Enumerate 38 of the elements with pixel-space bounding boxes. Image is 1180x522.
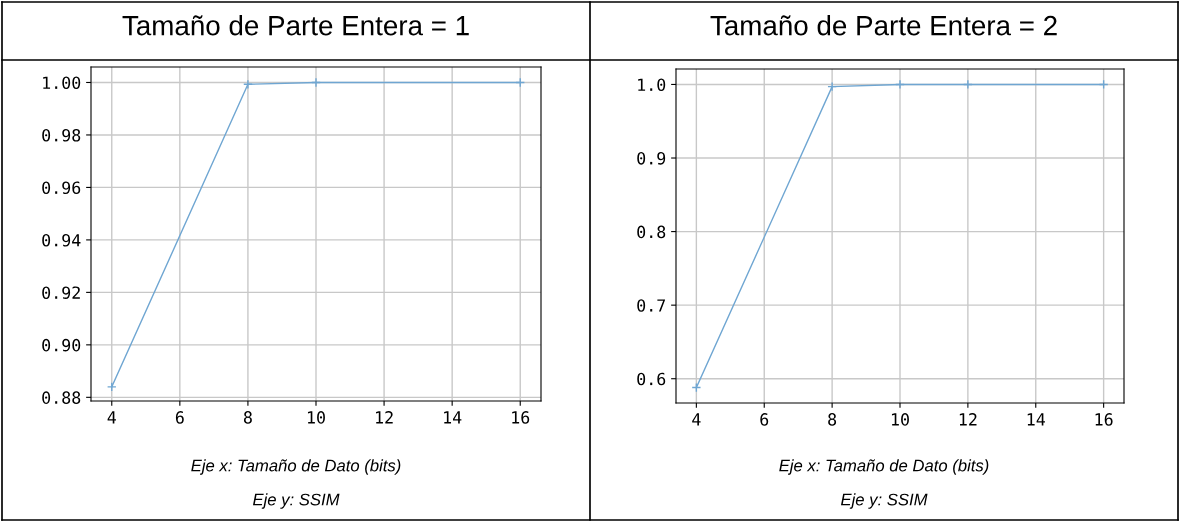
x-tick-label: 8 (243, 411, 252, 424)
point (243, 79, 253, 90)
y-tick-label: 0.7 (637, 299, 666, 312)
y-tick-label: 0.9 (637, 152, 666, 165)
x-tick-label: 6 (175, 411, 184, 424)
y-tick-label: 0.6 (637, 372, 666, 386)
x-tick-label: 8 (828, 413, 837, 426)
y-tick-label: 0.98 (42, 128, 81, 142)
x-tick-label: 16 (1095, 413, 1113, 426)
x-tick-label: 16 (512, 411, 530, 424)
y-tick-label: 1.0 (638, 78, 666, 92)
chart-title: Tamaño de Parte Entera = 1 (122, 15, 469, 36)
point (106, 381, 117, 392)
text: Eje x: Tamaño de Dato (bits) (779, 459, 989, 475)
y-tick-label: 0.8 (637, 225, 666, 239)
y-tick-label: 0.96 (42, 181, 81, 195)
point (963, 79, 973, 90)
text: Eje x: Tamaño de Dato (bits) (191, 459, 401, 475)
y-tick-label: 1.00 (43, 76, 81, 90)
x-tick-label: 12 (959, 413, 977, 426)
point (827, 81, 837, 92)
point (895, 79, 905, 90)
x-tick-label: 14 (444, 411, 462, 424)
x-tick-label: 4 (692, 413, 701, 426)
y-tick-label: 0.92 (42, 286, 80, 299)
y-tick-label: 0.94 (42, 233, 81, 247)
point (311, 77, 321, 88)
x-tick-label: 10 (307, 411, 325, 424)
text: Eje y: SSIM (252, 493, 340, 509)
x-tick-label: 10 (891, 413, 909, 426)
y-tick-label: 0.90 (42, 338, 81, 352)
x-tick-label: 14 (1027, 413, 1045, 426)
y-tick-label: 0.88 (42, 391, 81, 404)
x-tick-label: 4 (107, 411, 116, 424)
x-tick-label: 6 (760, 413, 769, 426)
chart-title: Tamaño de Parte Entera = 2 (710, 15, 1057, 36)
x-tick-label: 12 (376, 411, 393, 424)
text: Eje y: SSIM (840, 493, 928, 509)
